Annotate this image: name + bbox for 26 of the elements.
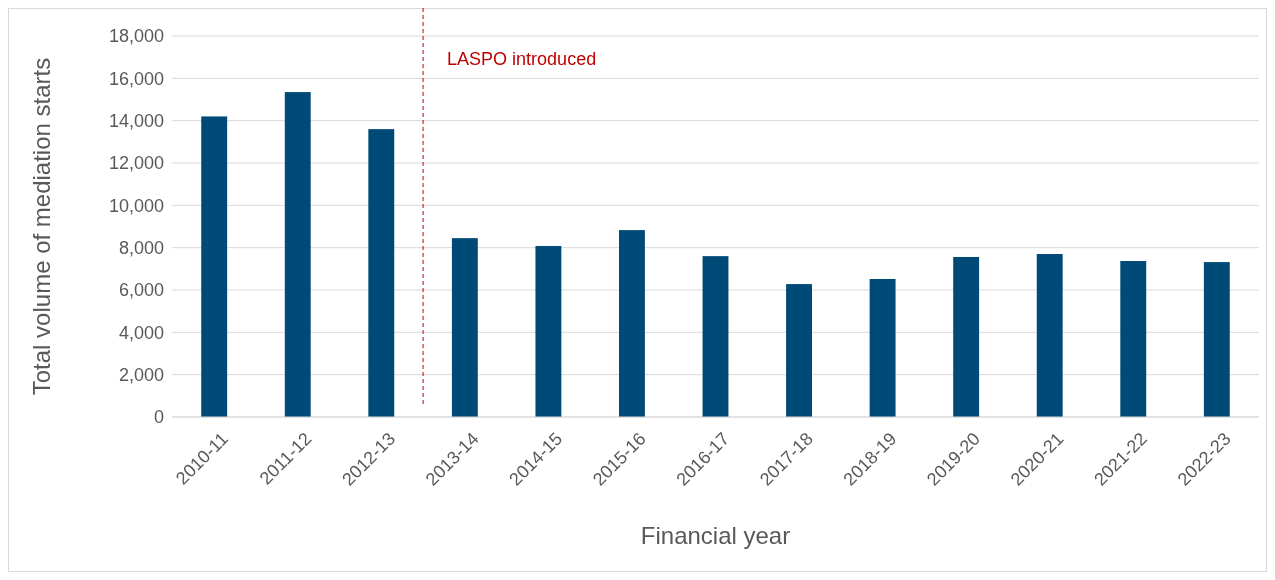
bar [869,278,896,417]
x-axis-title: Financial year [640,522,791,549]
bar [284,92,311,417]
bar [368,129,395,417]
bar [702,256,729,417]
y-tick-label: 0 [153,407,164,428]
bar [619,230,645,417]
bar [1203,262,1230,417]
y-tick-label: 2,000 [118,364,164,385]
y-tick-label: 8,000 [118,237,164,258]
y-tick-label: 12,000 [108,153,164,174]
y-tick-label: 10,000 [108,195,164,216]
bar [786,284,812,417]
y-tick-label: 18,000 [108,26,164,47]
bar [535,245,562,417]
ref-line-label: LASPO introduced [447,49,597,70]
y-tick-label: 16,000 [108,68,164,89]
bar [1120,261,1147,417]
y-axis-title: Total volume of mediation starts [28,57,55,396]
y-tick-label: 4,000 [118,322,164,343]
y-tick-label: 6,000 [118,280,164,301]
bar [1036,254,1063,417]
bar [451,238,478,417]
y-tick-label: 14,000 [108,110,164,131]
bar [201,116,228,417]
bar [953,256,980,417]
